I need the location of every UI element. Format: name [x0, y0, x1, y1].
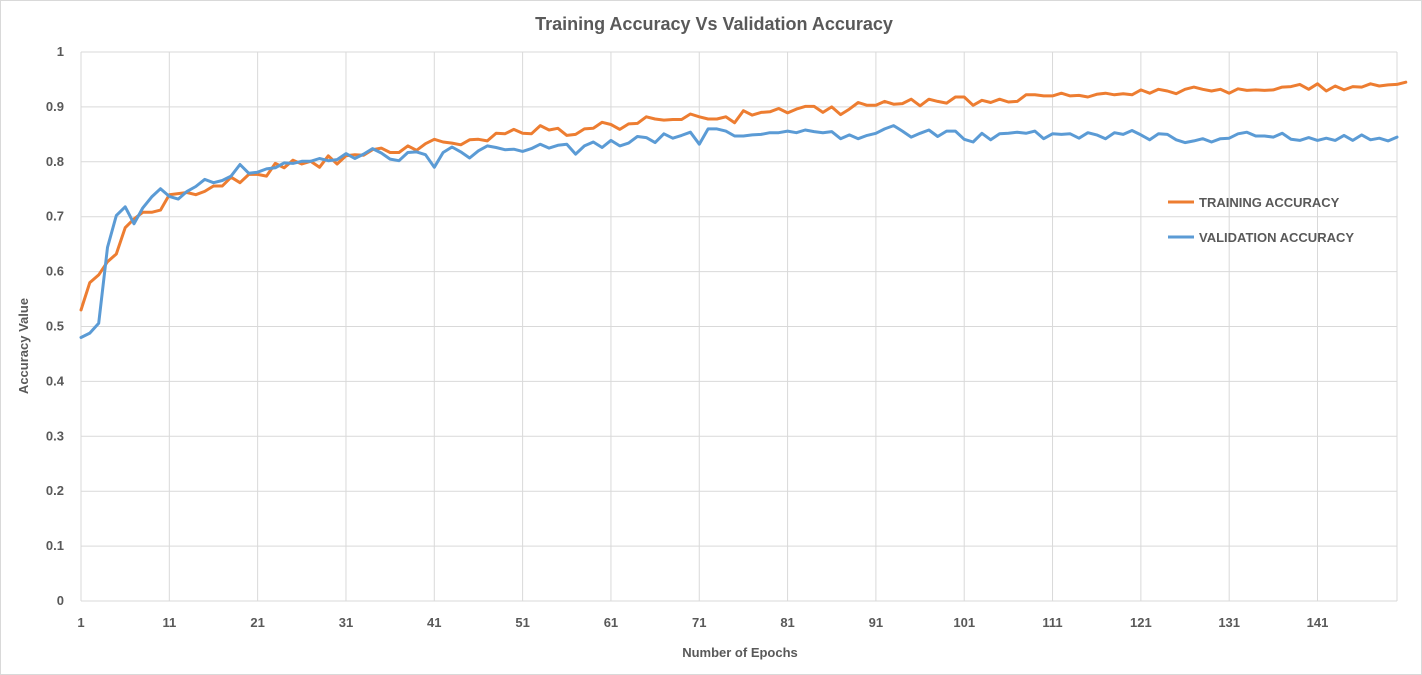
y-tick-label: 0.1	[46, 538, 64, 553]
x-tick-label: 31	[339, 615, 353, 630]
y-tick-label: 0.2	[46, 483, 64, 498]
x-axis-title: Number of Epochs	[682, 645, 798, 660]
chart-title: Training Accuracy Vs Validation Accuracy	[535, 14, 893, 34]
legend-label: TRAINING ACCURACY	[1199, 195, 1340, 210]
x-tick-label: 61	[604, 615, 618, 630]
y-tick-label: 0.3	[46, 428, 64, 443]
x-tick-label: 111	[1042, 615, 1062, 630]
x-tick-label: 121	[1130, 615, 1152, 630]
y-tick-label: 0	[57, 593, 64, 608]
validation-accuracy-line	[79, 124, 1399, 339]
legend: TRAINING ACCURACY VALIDATION ACCURACY	[1168, 195, 1354, 245]
y-tick-label: 1	[57, 44, 64, 59]
y-tick-label: 0.8	[46, 154, 64, 169]
x-tick-label: 91	[869, 615, 883, 630]
y-tick-label: 0.9	[46, 99, 64, 114]
y-axis-title: Accuracy Value	[16, 298, 31, 394]
x-tick-label: 141	[1307, 615, 1329, 630]
x-tick-label: 11	[162, 615, 176, 630]
x-tick-label: 101	[953, 615, 975, 630]
x-tick-label: 41	[427, 615, 441, 630]
gridlines	[80, 51, 1398, 602]
x-tick-label: 51	[515, 615, 529, 630]
y-tick-label: 0.5	[46, 319, 64, 334]
x-axis-ticks: 1 11 21 31 41 51 61 71 81 91 101 111 121 131 141	[77, 615, 1328, 630]
series-lines	[79, 80, 1408, 339]
y-tick-label: 0.7	[46, 209, 64, 224]
y-tick-label: 0.4	[46, 373, 65, 388]
training-accuracy-line	[79, 80, 1408, 312]
y-tick-label: 0.6	[46, 264, 64, 279]
x-tick-label: 131	[1218, 615, 1240, 630]
x-tick-label: 1	[77, 615, 84, 630]
legend-label: VALIDATION ACCURACY	[1199, 230, 1354, 245]
x-tick-label: 81	[780, 615, 794, 630]
x-tick-label: 21	[250, 615, 264, 630]
x-tick-label: 71	[692, 615, 706, 630]
y-axis-ticks: 0 0.1 0.2 0.3 0.4 0.5 0.6 0.7 0.8 0.9 1	[46, 44, 65, 608]
